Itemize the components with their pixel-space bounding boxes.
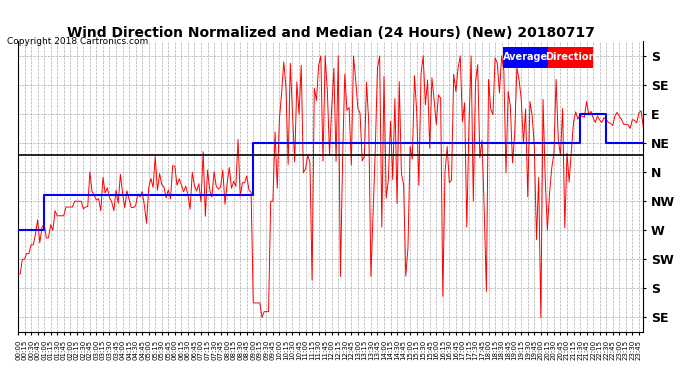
Text: Copyright 2018 Cartronics.com: Copyright 2018 Cartronics.com [7,38,148,46]
Title: Wind Direction Normalized and Median (24 Hours) (New) 20180717: Wind Direction Normalized and Median (24… [67,26,595,40]
Text: Average: Average [503,52,549,62]
Text: Direction: Direction [545,52,596,62]
